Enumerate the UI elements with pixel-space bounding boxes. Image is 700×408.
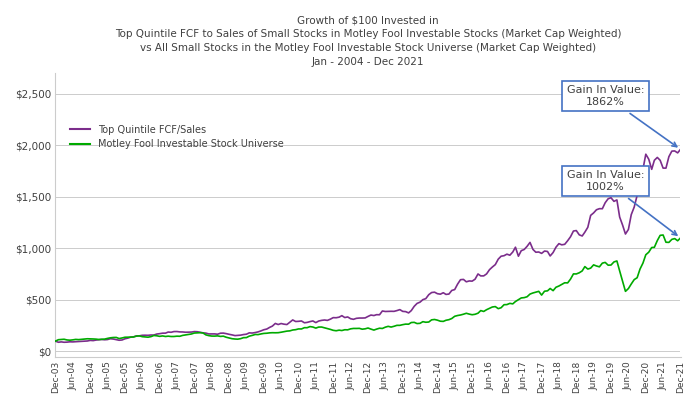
Legend: Top Quintile FCF/Sales, Motley Fool Investable Stock Universe: Top Quintile FCF/Sales, Motley Fool Inve… — [66, 121, 287, 153]
Text: Gain In Value:
1002%: Gain In Value: 1002% — [567, 170, 677, 235]
Title: Growth of $100 Invested in
Top Quintile FCF to Sales of Small Stocks in Motley F: Growth of $100 Invested in Top Quintile … — [115, 15, 621, 67]
Text: Gain In Value:
1862%: Gain In Value: 1862% — [567, 85, 677, 146]
